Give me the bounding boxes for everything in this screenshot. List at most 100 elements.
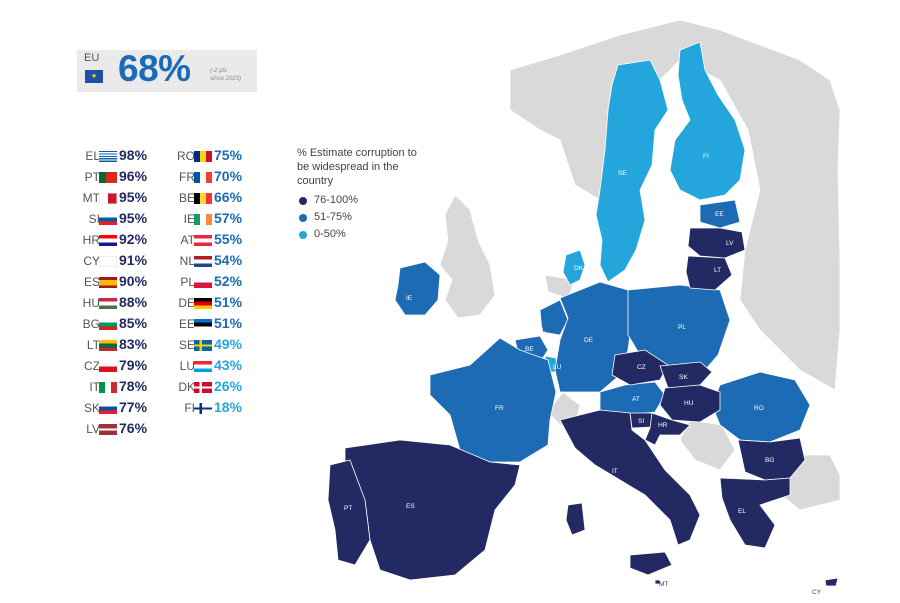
eu-flag-icon: ✦ bbox=[85, 70, 103, 83]
map-label-el: EL bbox=[738, 508, 746, 515]
country-lv bbox=[687, 227, 746, 259]
country-code: EE bbox=[178, 317, 195, 331]
country-row-de: DE 51% bbox=[175, 293, 265, 314]
map-legend: % Estimate corruption to be widespread i… bbox=[297, 146, 457, 244]
country-list-left: EL 98% PT 96% MT 95% SI 95% HR 92% CY 91% ES 90% HU 88%… bbox=[80, 146, 170, 440]
country-row-fr: FR 70% bbox=[175, 167, 265, 188]
country-it-sicily bbox=[629, 551, 673, 576]
country-percentage: 83% bbox=[119, 336, 148, 352]
legend-dot-icon bbox=[299, 214, 307, 222]
greece-flag-icon bbox=[99, 151, 117, 162]
country-row-lv: LV 76% bbox=[80, 419, 170, 440]
estonia-flag-icon bbox=[194, 319, 212, 330]
country-pt bbox=[327, 459, 371, 566]
country-code: PT bbox=[84, 170, 100, 184]
country-percentage: 79% bbox=[119, 357, 148, 373]
map-label-se: SE bbox=[618, 170, 627, 177]
legend-item-high: 76-100% bbox=[297, 193, 457, 210]
country-percentage: 43% bbox=[214, 357, 243, 373]
map-label-lu: LU bbox=[553, 364, 562, 371]
country-code: SE bbox=[178, 338, 195, 352]
latvia-flag-icon bbox=[99, 424, 117, 435]
eu-change-note: (-2 pts since 2023) bbox=[210, 68, 242, 82]
country-code: EL bbox=[85, 149, 100, 163]
legend-label: 51-75% bbox=[314, 211, 352, 223]
denmark-flag-icon bbox=[194, 382, 212, 393]
country-code: CY bbox=[83, 254, 100, 268]
country-row-mt: MT 95% bbox=[80, 188, 170, 209]
country-percentage: 70% bbox=[214, 168, 243, 184]
country-code: LT bbox=[86, 338, 100, 352]
country-code: FI bbox=[184, 401, 195, 415]
map-label-nl: NL bbox=[537, 327, 546, 334]
country-se bbox=[595, 59, 669, 283]
spain-flag-icon bbox=[99, 277, 117, 288]
country-code: DK bbox=[178, 380, 195, 394]
country-row-ie: IE 57% bbox=[175, 209, 265, 230]
country-code: BG bbox=[82, 317, 100, 331]
country-percentage: 26% bbox=[214, 378, 243, 394]
map-label-cy: CY bbox=[812, 589, 822, 596]
legend-label: 0-50% bbox=[314, 228, 346, 240]
country-hu bbox=[659, 384, 721, 423]
map-label-pt: PT bbox=[344, 505, 352, 512]
country-percentage: 51% bbox=[214, 315, 243, 331]
country-code: BE bbox=[178, 191, 195, 205]
map-label-it: IT bbox=[612, 468, 618, 475]
country-mt bbox=[654, 579, 661, 585]
map-label-mt: MT bbox=[659, 581, 668, 588]
austria-flag-icon bbox=[194, 235, 212, 246]
country-ro bbox=[711, 371, 811, 443]
country-code: IE bbox=[183, 212, 195, 226]
slovakia-flag-icon bbox=[99, 403, 117, 414]
country-it-sardinia bbox=[565, 502, 586, 536]
sweden-flag-icon bbox=[194, 340, 212, 351]
map-label-fi: FI bbox=[703, 153, 709, 160]
country-percentage: 52% bbox=[214, 273, 243, 289]
country-row-se: SE 49% bbox=[175, 335, 265, 356]
country-percentage: 66% bbox=[214, 189, 243, 205]
country-row-es: ES 90% bbox=[80, 272, 170, 293]
country-dk bbox=[562, 249, 586, 286]
country-percentage: 75% bbox=[214, 147, 243, 163]
country-row-si: SI 95% bbox=[80, 209, 170, 230]
country-list-right: RO 75% FR 70% BE 66% IE 57% AT 55% NL 54% PL 52% DE 51%… bbox=[175, 146, 265, 419]
country-percentage: 77% bbox=[119, 399, 148, 415]
map-label-hr: HR bbox=[658, 422, 668, 429]
non-eu-land bbox=[439, 19, 841, 511]
country-ee bbox=[699, 199, 741, 229]
legend-item-low: 0-50% bbox=[297, 227, 457, 244]
cyprus-flag-icon bbox=[99, 256, 117, 267]
country-lt bbox=[685, 255, 733, 291]
country-el bbox=[719, 477, 791, 549]
eu-headline-value: 68% bbox=[118, 48, 191, 89]
legend-title: % Estimate corruption to be widespread i… bbox=[297, 147, 417, 187]
country-code: FR bbox=[179, 170, 195, 184]
country-row-dk: DK 26% bbox=[175, 377, 265, 398]
country-ie bbox=[394, 261, 441, 316]
eu-headline-box: EU ✦ 68% (-2 pts since 2023) bbox=[77, 48, 257, 92]
slovenia-flag-icon bbox=[99, 214, 117, 225]
country-cy bbox=[824, 577, 839, 587]
country-percentage: 98% bbox=[119, 147, 148, 163]
legend-item-mid: 51-75% bbox=[297, 210, 457, 227]
ireland-flag-icon bbox=[194, 214, 212, 225]
map-label-cz: CZ bbox=[637, 364, 646, 371]
country-code: PL bbox=[180, 275, 195, 289]
country-percentage: 54% bbox=[214, 252, 243, 268]
country-percentage: 51% bbox=[214, 294, 243, 310]
country-nl bbox=[539, 299, 569, 336]
country-code: HR bbox=[82, 233, 100, 247]
map-label-si: SI bbox=[638, 418, 644, 425]
country-code: AT bbox=[180, 233, 195, 247]
legend-label: 76-100% bbox=[314, 194, 359, 206]
country-row-hu: HU 88% bbox=[80, 293, 170, 314]
map-label-pl: PL bbox=[678, 324, 686, 331]
map-label-ee: EE bbox=[715, 211, 724, 218]
country-code: HU bbox=[82, 296, 100, 310]
country-code: LV bbox=[86, 422, 100, 436]
country-percentage: 95% bbox=[119, 189, 148, 205]
legend-dot-icon bbox=[299, 197, 307, 205]
country-row-be: BE 66% bbox=[175, 188, 265, 209]
